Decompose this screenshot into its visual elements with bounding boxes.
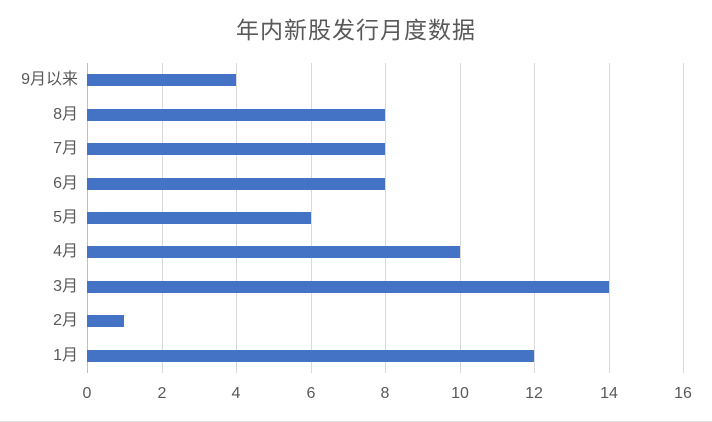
y-axis-label: 7月	[53, 140, 78, 157]
y-axis-label: 1月	[53, 347, 78, 364]
x-axis-label: 16	[674, 385, 692, 402]
x-axis-label: 4	[231, 385, 241, 402]
bar	[87, 74, 236, 86]
gridline	[311, 63, 312, 373]
bar	[87, 109, 385, 121]
x-axis-label: 14	[600, 385, 618, 402]
gridline	[385, 63, 386, 373]
x-axis-label: 2	[157, 385, 167, 402]
x-axis-label: 12	[525, 385, 543, 402]
y-axis-label: 3月	[53, 278, 78, 295]
gridline	[460, 63, 461, 373]
y-axis-label: 2月	[53, 312, 78, 329]
bar	[87, 281, 609, 293]
y-axis-label: 6月	[53, 175, 78, 192]
y-axis-label: 4月	[53, 243, 78, 260]
gridline	[534, 63, 535, 373]
x-axis-label: 8	[380, 385, 390, 402]
bar	[87, 143, 385, 155]
x-axis-label: 6	[306, 385, 316, 402]
gridline	[683, 63, 684, 373]
x-axis-label: 0	[82, 385, 92, 402]
bar	[87, 178, 385, 190]
y-axis-label: 8月	[53, 106, 78, 123]
y-axis-label: 9月以来	[21, 71, 78, 88]
plot-area	[87, 63, 684, 373]
bar	[87, 212, 311, 224]
y-axis-label: 5月	[53, 209, 78, 226]
chart-title: 年内新股发行月度数据	[236, 17, 476, 43]
x-axis-label: 10	[451, 385, 469, 402]
gridline	[609, 63, 610, 373]
bar	[87, 350, 534, 362]
bar	[87, 246, 460, 258]
bar	[87, 315, 124, 327]
